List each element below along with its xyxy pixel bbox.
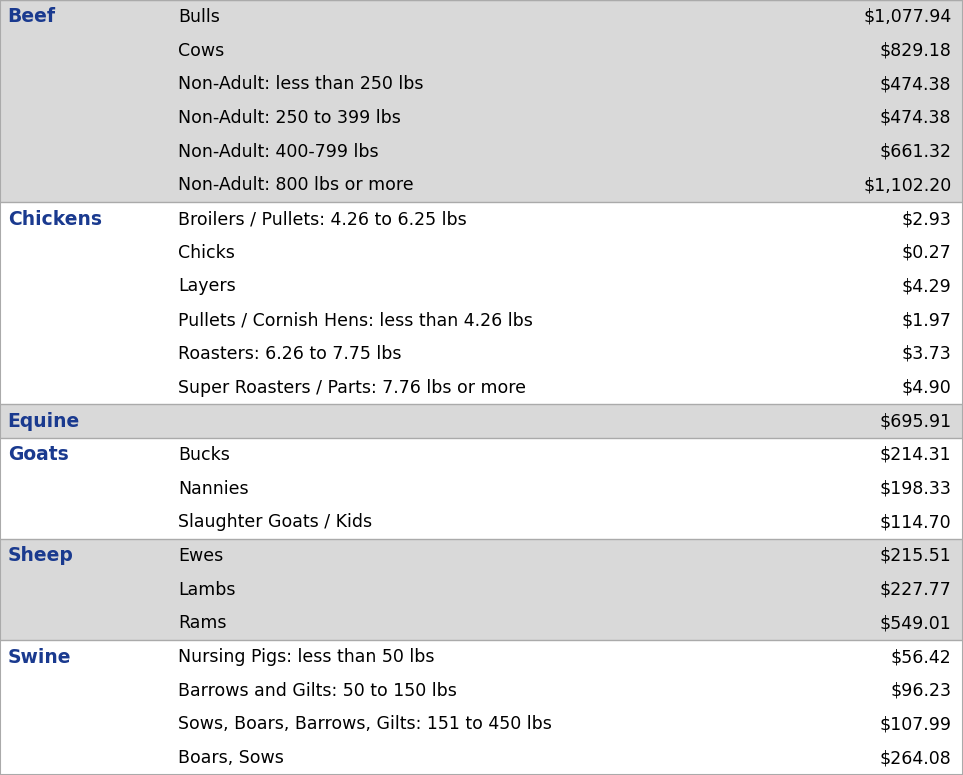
Text: Boars, Sows: Boars, Sows [178,749,284,767]
Bar [0,505,963,539]
Bar [0,202,963,236]
Bar [0,708,963,742]
Text: Roasters: 6.26 to 7.75 lbs: Roasters: 6.26 to 7.75 lbs [178,345,402,363]
Text: $264.08: $264.08 [879,749,951,767]
Text: Non-Adult: 400-799 lbs: Non-Adult: 400-799 lbs [178,143,378,160]
Bar [0,438,963,472]
Text: Equine: Equine [8,412,80,431]
Bar [0,472,963,505]
Text: $474.38: $474.38 [880,75,951,93]
Text: $695.91: $695.91 [879,412,951,430]
Bar [0,101,963,135]
Text: Bucks: Bucks [178,446,230,464]
Text: Slaughter Goats / Kids: Slaughter Goats / Kids [178,513,373,532]
Bar [0,573,963,607]
Text: $214.31: $214.31 [880,446,951,464]
Text: $829.18: $829.18 [879,42,951,60]
Bar [0,640,963,674]
Text: Rams: Rams [178,615,226,632]
Text: Nannies: Nannies [178,480,248,498]
Bar [0,303,963,337]
Text: Nursing Pigs: less than 50 lbs: Nursing Pigs: less than 50 lbs [178,648,434,666]
Text: Goats: Goats [8,446,68,464]
Bar [0,674,963,708]
Text: Pullets / Cornish Hens: less than 4.26 lbs: Pullets / Cornish Hens: less than 4.26 l… [178,311,534,329]
Text: Chicks: Chicks [178,243,235,262]
Bar [0,405,963,438]
Text: Layers: Layers [178,277,236,295]
Bar [0,0,963,33]
Text: Ewes: Ewes [178,547,223,565]
Text: $4.90: $4.90 [901,378,951,397]
Text: Sows, Boars, Barrows, Gilts: 151 to 450 lbs: Sows, Boars, Barrows, Gilts: 151 to 450 … [178,715,552,733]
Text: $56.42: $56.42 [891,648,951,666]
Text: Swine: Swine [8,648,71,666]
Text: $1,077.94: $1,077.94 [863,8,951,26]
Text: $1,102.20: $1,102.20 [863,177,951,195]
Text: Sheep: Sheep [8,546,73,566]
Text: $549.01: $549.01 [879,615,951,632]
Bar [0,337,963,370]
Bar [0,168,963,202]
Bar [0,135,963,168]
Text: $227.77: $227.77 [879,580,951,598]
Text: Chickens: Chickens [8,209,102,229]
Text: $198.33: $198.33 [879,480,951,498]
Text: $107.99: $107.99 [879,715,951,733]
Bar [0,270,963,303]
Text: $474.38: $474.38 [880,109,951,127]
Bar [0,370,963,405]
Text: Beef: Beef [8,7,56,26]
Text: $96.23: $96.23 [891,682,951,700]
Text: Non-Adult: less than 250 lbs: Non-Adult: less than 250 lbs [178,75,424,93]
Text: $114.70: $114.70 [880,513,951,532]
Text: Non-Adult: 250 to 399 lbs: Non-Adult: 250 to 399 lbs [178,109,401,127]
Text: Barrows and Gilts: 50 to 150 lbs: Barrows and Gilts: 50 to 150 lbs [178,682,457,700]
Text: $4.29: $4.29 [901,277,951,295]
Text: $1.97: $1.97 [901,311,951,329]
Text: Lambs: Lambs [178,580,236,598]
Bar [0,742,963,775]
Text: Super Roasters / Parts: 7.76 lbs or more: Super Roasters / Parts: 7.76 lbs or more [178,378,526,397]
Text: Cows: Cows [178,42,224,60]
Text: Broilers / Pullets: 4.26 to 6.25 lbs: Broilers / Pullets: 4.26 to 6.25 lbs [178,210,467,228]
Text: $0.27: $0.27 [901,243,951,262]
Bar [0,236,963,270]
Bar [0,539,963,573]
Bar [0,33,963,67]
Text: $661.32: $661.32 [879,143,951,160]
Text: Non-Adult: 800 lbs or more: Non-Adult: 800 lbs or more [178,177,414,195]
Text: $2.93: $2.93 [901,210,951,228]
Bar [0,67,963,101]
Text: Bulls: Bulls [178,8,220,26]
Text: $3.73: $3.73 [901,345,951,363]
Bar [0,607,963,640]
Text: $215.51: $215.51 [879,547,951,565]
